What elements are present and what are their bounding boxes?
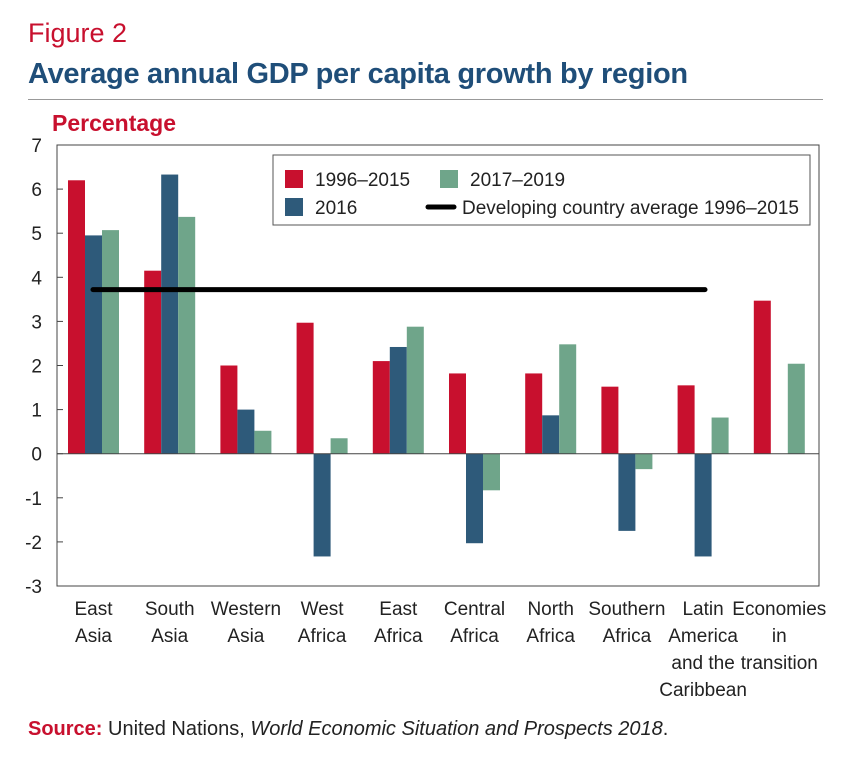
legend-swatch	[285, 198, 303, 216]
y-tick-label: 0	[31, 445, 42, 466]
x-tick-label-line: Africa	[450, 626, 499, 647]
legend-label: Developing country average 1996–2015	[462, 198, 799, 219]
y-tick-label: 6	[31, 180, 42, 201]
source-publication-title: World Economic Situation and Prospects 2…	[250, 718, 663, 740]
x-tick-label-line: Western	[211, 599, 281, 620]
x-tick-label-line: Economies	[732, 599, 826, 620]
x-tick-label: South Asia	[145, 599, 195, 647]
x-tick-label-line: East	[74, 599, 113, 620]
x-tick-label: East Asia	[74, 599, 113, 647]
source-note: Source: United Nations, World Economic S…	[28, 718, 668, 741]
x-tick-label: East Africa	[374, 599, 423, 647]
legend-swatch	[285, 170, 303, 188]
y-tick-label: -3	[25, 577, 42, 598]
legend-box	[272, 154, 811, 226]
y-tick-label: 3	[31, 312, 42, 333]
bar	[466, 453, 483, 544]
legend-label: 2017–2019	[470, 170, 565, 191]
bar	[330, 438, 348, 454]
x-tick-label-line: in	[772, 626, 787, 647]
x-tick-label-line: Asia	[75, 626, 112, 647]
legend-swatch	[440, 170, 458, 188]
bar	[559, 344, 577, 454]
x-tick-label: North Africa	[526, 599, 575, 647]
x-tick-label-line: Africa	[374, 626, 423, 647]
y-tick-label: 4	[31, 268, 42, 289]
x-tick-label: Latin America and the Caribbean	[659, 599, 747, 701]
legend-label: 1996–2015	[315, 170, 410, 191]
y-tick-label: 1	[31, 401, 42, 422]
source-text-after: .	[662, 718, 669, 740]
bar	[313, 453, 331, 557]
bar	[542, 415, 560, 454]
bar	[220, 365, 238, 454]
bar	[178, 216, 196, 454]
bar	[618, 453, 636, 531]
y-tick-label: 5	[31, 224, 42, 245]
x-tick-label-line: Latin	[682, 599, 723, 620]
x-tick-label: Economies in transition	[732, 599, 826, 674]
bar	[525, 373, 543, 454]
x-tick-label-line: Southern	[588, 599, 665, 620]
legend-label: 2016	[315, 198, 357, 219]
y-axis-label: Percentage	[52, 110, 177, 136]
x-tick-label-line: East	[379, 599, 418, 620]
x-tick-label-line: North	[527, 599, 573, 620]
bar	[161, 174, 179, 454]
bar	[449, 373, 466, 454]
x-tick-label-line: South	[145, 599, 195, 620]
bar	[144, 270, 162, 454]
bar	[85, 235, 102, 454]
x-tick-label: West Africa	[298, 599, 347, 647]
bar	[711, 417, 729, 454]
chart-title: Average annual GDP per capita growth by …	[28, 58, 688, 90]
x-tick-label-line: transition	[741, 653, 818, 674]
x-tick-label-line: Central	[444, 599, 505, 620]
bar	[372, 361, 390, 454]
x-tick-label-line: Asia	[227, 626, 264, 647]
bar	[635, 453, 653, 470]
bar	[694, 453, 712, 557]
x-tick-label: Central Africa	[444, 599, 505, 647]
bar	[406, 326, 424, 454]
bar	[677, 385, 695, 454]
bar	[601, 386, 619, 454]
x-tick-label-line: Asia	[151, 626, 188, 647]
bar	[483, 453, 500, 491]
y-tick-label: -1	[25, 489, 42, 510]
title-divider	[28, 99, 823, 100]
x-tick-label-line: Africa	[603, 626, 652, 647]
bar	[753, 300, 771, 454]
y-tick-label: 2	[31, 357, 42, 378]
x-tick-label-line: Africa	[298, 626, 347, 647]
bar	[254, 430, 272, 454]
y-tick-label: 7	[31, 136, 42, 157]
bar	[68, 180, 85, 454]
x-tick-label-line: Africa	[526, 626, 575, 647]
bar	[389, 346, 407, 454]
x-tick-label: Western Asia	[211, 599, 281, 647]
source-text-before: United Nations,	[102, 718, 251, 740]
x-tick-label: Southern Africa	[588, 599, 665, 647]
bar	[296, 322, 314, 454]
bar	[787, 363, 805, 454]
figure-label: Figure 2	[28, 18, 128, 48]
x-tick-label-line: America	[668, 626, 738, 647]
x-tick-label-line: West	[301, 599, 345, 620]
bar	[102, 230, 119, 454]
y-tick-label: -2	[25, 533, 42, 554]
bar	[237, 409, 255, 454]
x-tick-label-line: and the	[671, 653, 734, 674]
x-tick-label-line: Caribbean	[659, 680, 747, 701]
source-label: Source:	[28, 718, 103, 740]
